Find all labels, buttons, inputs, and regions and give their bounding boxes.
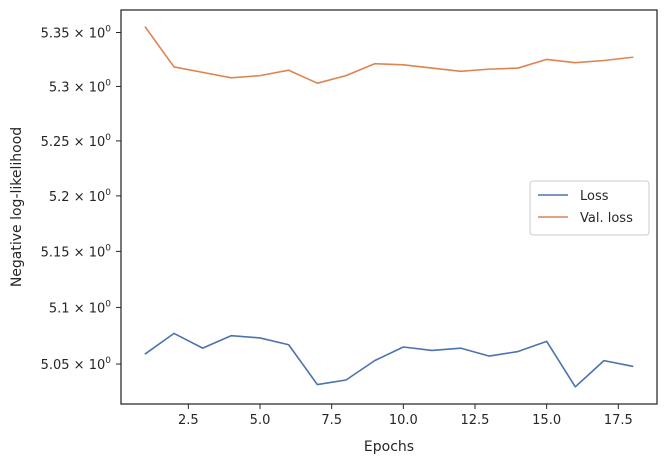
x-tick-label: 12.5 (461, 413, 490, 428)
y-tick-label: 5.3 × 100 (49, 78, 111, 95)
series-line-val-loss (144, 26, 634, 84)
y-tick-label: 5.35 × 100 (41, 25, 112, 42)
y-tick-label: 5.1 × 100 (49, 299, 111, 316)
series-line-loss (144, 332, 634, 388)
y-tick-label: 5.25 × 100 (41, 133, 112, 150)
y-axis-label: Negative log-likelihood (9, 127, 25, 287)
y-axis-ticks: 5.05 × 100 5.1 × 100 5.15 × 100 5.2 × 100 5.… (41, 25, 121, 373)
x-tick-label: 10.0 (389, 413, 418, 428)
x-tick-label: 17.5 (604, 413, 633, 428)
y-tick-label: 5.15 × 100 (41, 243, 112, 260)
legend-label-val-loss: Val. loss (580, 211, 633, 226)
x-tick-label: 15.0 (532, 413, 561, 428)
y-tick-label: 5.2 × 100 (49, 188, 111, 205)
legend-label-loss: Loss (580, 189, 609, 204)
x-axis-label: Epochs (364, 439, 414, 455)
x-tick-label: 2.5 (178, 413, 199, 428)
legend: Loss Val. loss (529, 180, 650, 236)
plot-frame (120, 9, 658, 405)
x-tick-label: 5.0 (250, 413, 271, 428)
x-tick-label: 7.5 (321, 413, 342, 428)
y-tick-label: 5.05 × 100 (41, 356, 112, 373)
x-axis-ticks: 2.5 5.0 7.5 10.0 12.5 15.0 17.5 (178, 404, 633, 428)
series-layer (144, 26, 634, 388)
